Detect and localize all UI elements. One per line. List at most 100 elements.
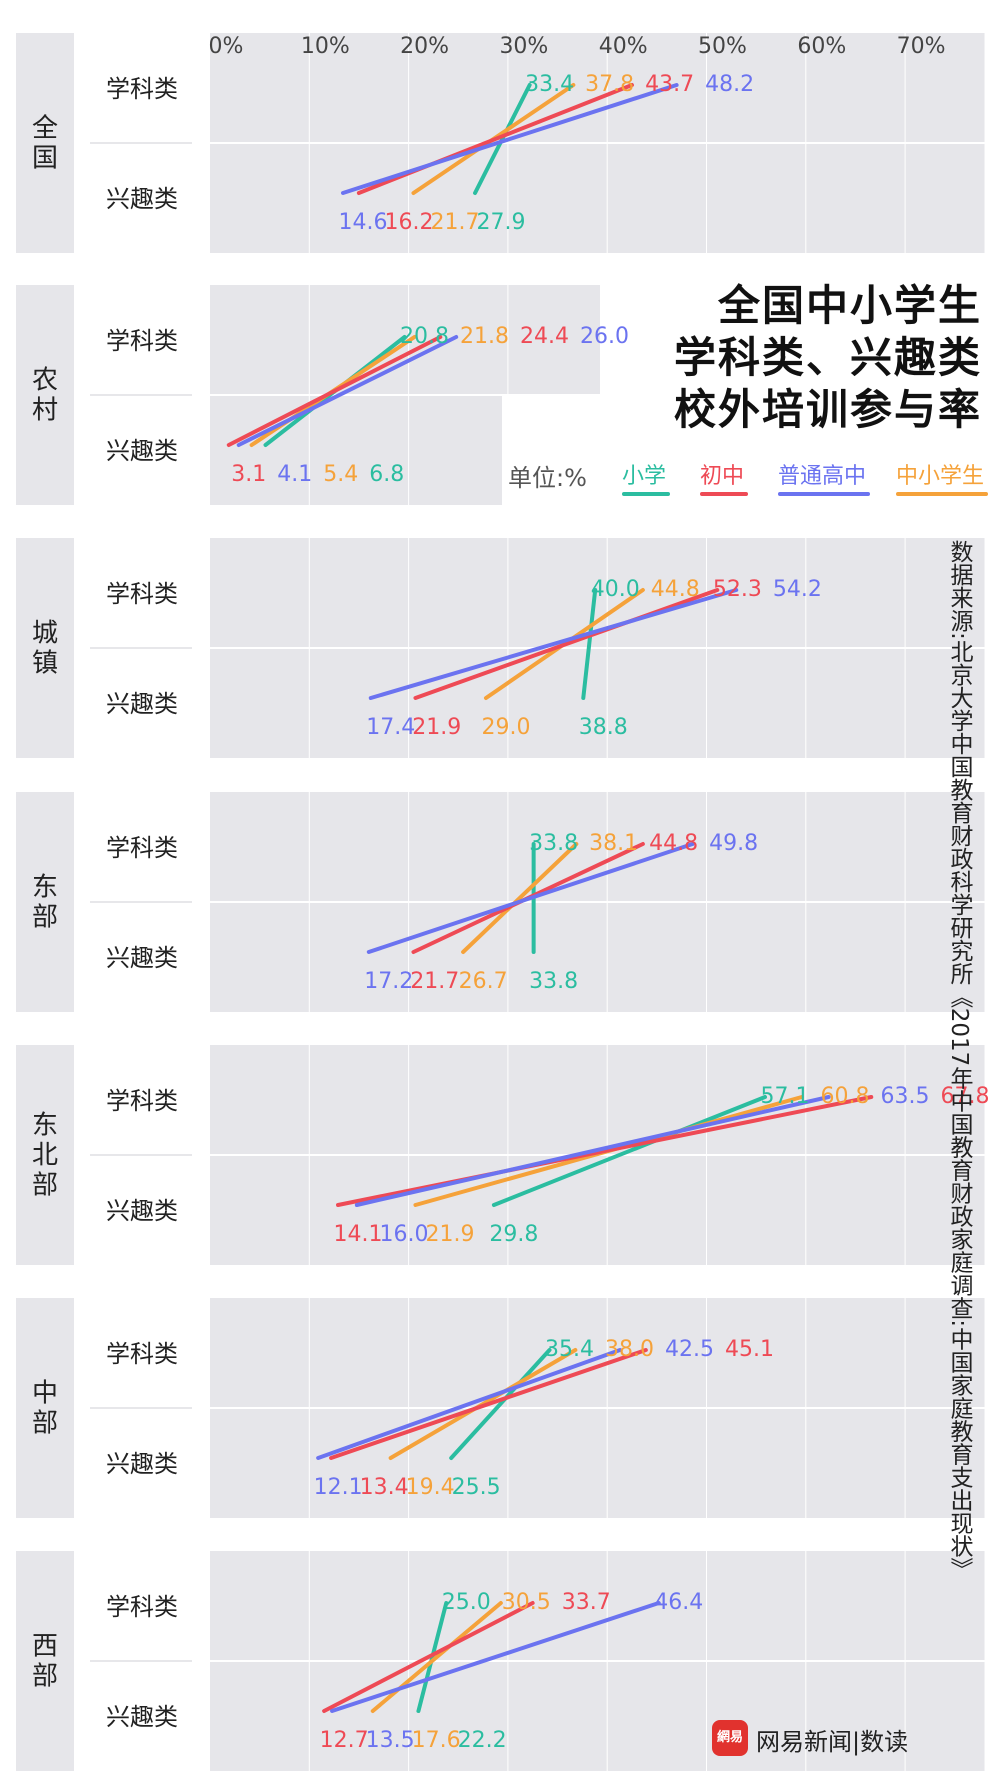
region-label-char: 国: [32, 143, 58, 173]
row-label-academic: 学科类: [106, 1340, 178, 1368]
value-label-interest: 12.7: [320, 1728, 369, 1753]
region-label-char: 部: [32, 1661, 58, 1691]
series-line: [340, 83, 679, 195]
region-header: [16, 538, 74, 758]
row-label-academic: 学科类: [106, 1593, 178, 1621]
value-label-academic: 42.5: [665, 1337, 714, 1362]
legend-item-primary: 小学: [622, 458, 670, 496]
value-label-academic: 33.8: [529, 831, 578, 856]
series-line: [491, 1095, 768, 1207]
series-line: [473, 83, 532, 195]
series-line: [316, 1348, 623, 1460]
series-line: [461, 842, 579, 954]
region-label-char: 西: [32, 1631, 58, 1661]
region-label-char: 城: [32, 618, 58, 648]
row-label-academic: 学科类: [106, 580, 178, 608]
series-line: [330, 1601, 661, 1713]
region-header: [16, 285, 74, 505]
row-label-academic: 学科类: [106, 834, 178, 862]
legend: 小学 初中 普通高中 中小学生: [600, 458, 988, 498]
value-label-interest: 3.1: [231, 462, 266, 487]
legend-label: 普通高中: [778, 464, 867, 489]
legend-swatch: [700, 492, 748, 496]
plot-background: [210, 285, 600, 395]
x-tick-label: 40%: [599, 34, 648, 59]
legend-item-all: 中小学生: [896, 458, 988, 496]
region-label-char: 中: [32, 1378, 58, 1408]
region-label-char: 全: [32, 113, 58, 143]
row-label-academic: 学科类: [106, 75, 178, 103]
series-line: [354, 1095, 831, 1207]
region-label-char: 部: [32, 902, 58, 932]
series-line: [236, 335, 459, 447]
series-line: [366, 842, 695, 954]
value-label-interest: 33.8: [529, 969, 578, 994]
row-label-academic: 学科类: [106, 1087, 178, 1115]
value-label-interest: 29.8: [489, 1222, 538, 1247]
value-label-academic: 44.8: [649, 831, 698, 856]
region-header: [16, 1551, 74, 1771]
value-label-academic: 30.5: [502, 1590, 551, 1615]
value-label-academic: 48.2: [705, 72, 754, 97]
value-label-interest: 21.7: [430, 210, 479, 235]
value-label-academic: 21.8: [460, 324, 509, 349]
row-label-interest: 兴趣类: [106, 1450, 178, 1478]
value-label-interest: 16.0: [380, 1222, 429, 1247]
series-line: [370, 1601, 503, 1713]
x-tick-label: 70%: [897, 34, 946, 59]
netease-icon: 網易: [712, 1720, 748, 1756]
value-label-interest: 5.4: [323, 462, 358, 487]
value-label-interest: 14.6: [338, 210, 387, 235]
value-label-academic: 33.4: [525, 72, 574, 97]
value-label-interest: 29.0: [481, 715, 530, 740]
value-label-interest: 17.2: [364, 969, 413, 994]
value-label-interest: 19.4: [406, 1475, 455, 1500]
region-label-char: 部: [32, 1408, 58, 1438]
value-label-academic: 45.1: [725, 1337, 774, 1362]
region-header: [16, 1045, 74, 1265]
legend-label: 初中: [700, 464, 745, 489]
value-label-academic: 49.8: [709, 831, 758, 856]
value-label-interest: 13.5: [366, 1728, 415, 1753]
value-label-interest: 22.2: [458, 1728, 507, 1753]
row-label-interest: 兴趣类: [106, 1197, 178, 1225]
legend-swatch: [778, 492, 870, 496]
title-line-1: 全国中小学生: [717, 281, 982, 330]
unit-label: 单位:%: [508, 464, 587, 492]
logo-text: 网易新闻|数读: [756, 1728, 909, 1756]
legend-swatch: [896, 492, 988, 496]
region-label-char: 农: [32, 365, 58, 395]
value-label-interest: 27.9: [476, 210, 525, 235]
row-label-interest: 兴趣类: [106, 944, 178, 972]
region-label-char: 东: [32, 872, 58, 902]
value-label-academic: 52.3: [713, 577, 762, 602]
value-label-academic: 26.0: [580, 324, 629, 349]
series-line: [581, 588, 598, 700]
value-label-interest: 16.2: [384, 210, 433, 235]
value-label-interest: 17.4: [366, 715, 415, 740]
value-label-interest: 14.1: [334, 1222, 383, 1247]
value-label-academic: 37.8: [585, 72, 634, 97]
series-line: [329, 1348, 648, 1460]
x-tick-label: 50%: [698, 34, 747, 59]
x-tick-label: 10%: [301, 34, 350, 59]
series-line: [226, 335, 443, 447]
x-tick-label: 0%: [209, 34, 244, 59]
value-label-interest: 13.4: [360, 1475, 409, 1500]
legend-item-senior: 普通高中: [778, 458, 870, 496]
value-label-academic: 63.5: [881, 1084, 930, 1109]
value-label-academic: 38.0: [605, 1337, 654, 1362]
region-label-char: 东: [32, 1110, 58, 1140]
row-label-interest: 兴趣类: [106, 1703, 178, 1731]
value-label-academic: 67.8: [941, 1084, 990, 1109]
value-label-interest: 17.6: [412, 1728, 461, 1753]
value-label-interest: 12.1: [314, 1475, 363, 1500]
region-label-char: 北: [32, 1140, 58, 1170]
series-line: [413, 588, 720, 700]
x-tick-label: 30%: [499, 34, 548, 59]
row-label-interest: 兴趣类: [106, 437, 178, 465]
legend-label: 小学: [622, 464, 667, 489]
value-label-academic: 35.4: [545, 1337, 594, 1362]
legend-label: 中小学生: [896, 464, 985, 489]
